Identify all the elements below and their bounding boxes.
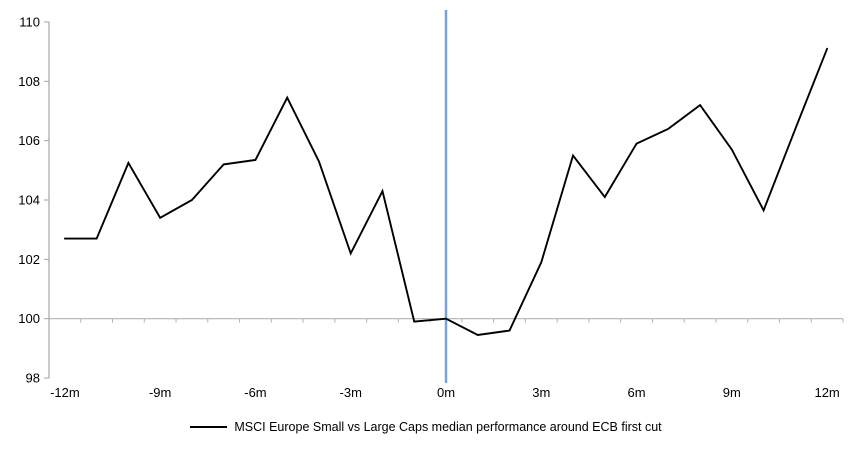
x-tick-label: 9m [723,385,741,400]
y-tick-label: 100 [18,311,40,326]
legend-label: MSCI Europe Small vs Large Caps median p… [234,420,662,434]
x-tick-label: 0m [437,385,455,400]
y-tick-label: 98 [26,371,40,386]
x-tick-label: -3m [340,385,362,400]
x-tick-label: 6m [628,385,646,400]
y-tick-label: 102 [18,252,40,267]
x-tick-label: -9m [149,385,171,400]
legend-line-swatch [190,426,228,428]
x-tick-label: -12m [50,385,80,400]
y-tick-label: 106 [18,133,40,148]
series-line-msci [63,47,829,336]
x-tick-label: 12m [814,385,839,400]
y-tick-label: 110 [19,15,40,30]
legend: MSCI Europe Small vs Large Caps median p… [0,419,852,435]
x-tick-label: -6m [244,385,266,400]
x-tick-label: 3m [532,385,550,400]
y-tick-label: 108 [18,74,40,89]
y-tick-label: 104 [18,193,40,208]
